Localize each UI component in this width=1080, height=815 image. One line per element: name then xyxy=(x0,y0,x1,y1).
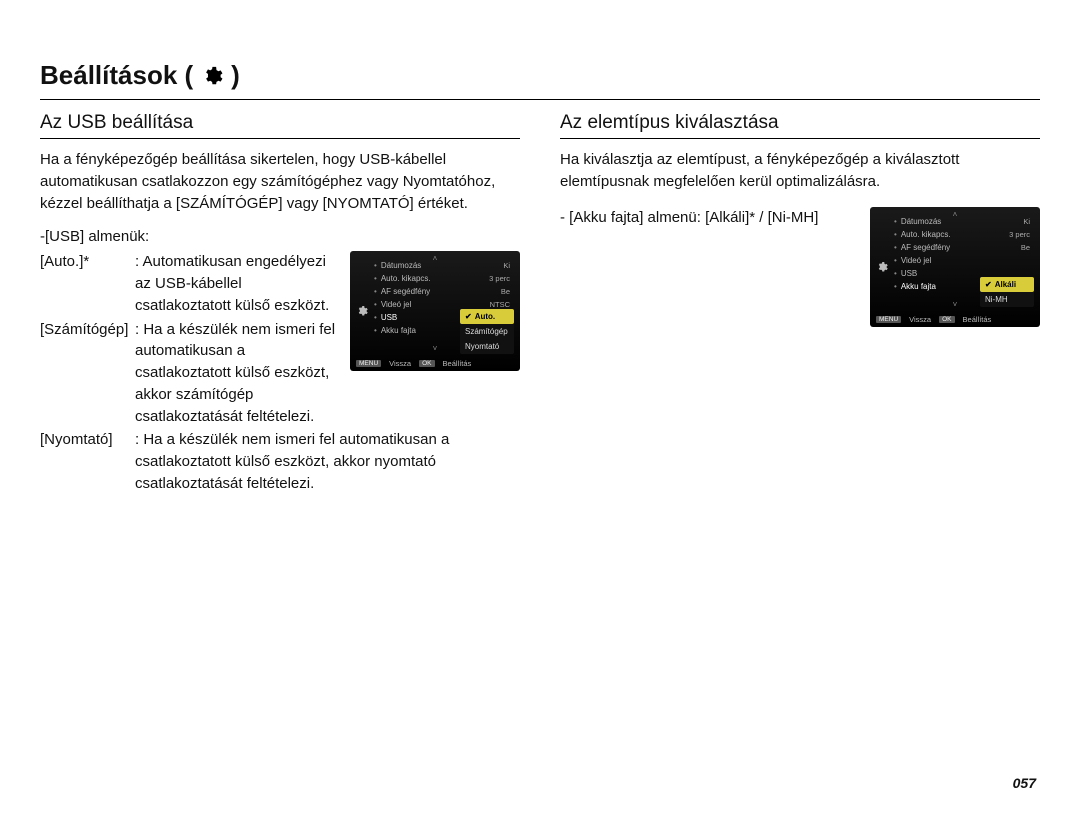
left-column: Az USB beállítása Ha a fényképezőgép beá… xyxy=(40,112,520,497)
lcd-row: •Auto. kikapcs.3 perc xyxy=(374,272,514,285)
lcd-option: Ni-MH xyxy=(980,292,1034,307)
lcd-row: •DátumozásKi xyxy=(374,259,514,272)
title-text-a: Beállítások ( xyxy=(40,60,193,91)
lcd-battery: ˄ •DátumozásKi•Auto. kikapcs.3 perc•AF s… xyxy=(870,207,1040,327)
menu-key-icon: MENU xyxy=(876,316,901,323)
lcd-usb-set: Beállítás xyxy=(443,359,472,368)
def-printer-term: [Nyomtató] xyxy=(40,429,135,494)
title-text-b: ) xyxy=(231,60,240,91)
right-intro: Ha kiválasztja az elemtípust, a fényképe… xyxy=(560,149,1040,193)
lcd-row: •DátumozásKi xyxy=(894,215,1034,228)
lcd-batt-back: Vissza xyxy=(909,315,931,324)
arrow-up-icon: ˄ xyxy=(433,254,438,263)
ok-key-icon: OK xyxy=(419,360,434,367)
right-column: Az elemtípus kiválasztása Ha kiválasztja… xyxy=(560,112,1040,497)
def-computer-term: [Számítógép] xyxy=(40,319,135,428)
lcd-row: •Auto. kikapcs.3 perc xyxy=(894,228,1034,241)
lcd-row: •AF segédfényBe xyxy=(374,285,514,298)
arrow-down-icon: ˅ xyxy=(433,344,438,353)
title-divider xyxy=(40,99,1040,100)
menu-key-icon: MENU xyxy=(356,360,381,367)
lcd-gear-icon xyxy=(356,305,368,319)
lcd-usb-footer: MENU Vissza OK Beállítás xyxy=(356,359,514,368)
lcd-row: •Videó jel xyxy=(894,254,1034,267)
right-heading-rule xyxy=(560,138,1040,139)
page-title: Beállítások ( ) xyxy=(40,60,1040,91)
lcd-option: ✔Auto. xyxy=(460,309,514,324)
lcd-gear-icon xyxy=(876,261,888,275)
lcd-usb: ˄ •DátumozásKi•Auto. kikapcs.3 perc•AF s… xyxy=(350,251,520,371)
lcd-batt-footer: MENU Vissza OK Beállítás xyxy=(876,315,1034,324)
ok-key-icon: OK xyxy=(939,316,954,323)
def-printer: [Nyomtató] : Ha a készülék nem ismeri fe… xyxy=(40,429,520,494)
left-heading: Az USB beállítása xyxy=(40,112,520,134)
left-submenu-label: -[USB] almenük: xyxy=(40,228,520,245)
right-heading: Az elemtípus kiválasztása xyxy=(560,112,1040,134)
def-computer: [Számítógép] : Ha a készülék nem ismeri … xyxy=(40,319,340,428)
def-auto: [Auto.]* : Automatikusan engedélyezi az … xyxy=(40,251,340,316)
lcd-usb-popup: ✔Auto.SzámítógépNyomtató xyxy=(460,309,514,354)
page-number: 057 xyxy=(1013,775,1036,791)
def-computer-desc: : Ha a készülék nem ismeri fel automatik… xyxy=(135,319,340,428)
gear-icon xyxy=(201,65,223,87)
lcd-usb-back: Vissza xyxy=(389,359,411,368)
def-printer-desc: : Ha a készülék nem ismeri fel automatik… xyxy=(135,429,520,494)
lcd-batt-popup: ✔AlkáliNi-MH xyxy=(980,277,1034,307)
arrow-up-icon: ˄ xyxy=(953,210,958,219)
lcd-option: ✔Alkáli xyxy=(980,277,1034,292)
lcd-option: Nyomtató xyxy=(460,339,514,354)
right-submenu-label: - [Akku fajta] almenü: [Alkáli]* / [Ni-M… xyxy=(560,207,860,229)
def-auto-desc: : Automatikusan engedélyezi az USB-kábel… xyxy=(135,251,340,316)
left-intro: Ha a fényképezőgép beállítása sikertelen… xyxy=(40,149,520,214)
left-heading-rule xyxy=(40,138,520,139)
lcd-option: Számítógép xyxy=(460,324,514,339)
def-auto-term: [Auto.]* xyxy=(40,251,135,316)
arrow-down-icon: ˅ xyxy=(953,300,958,309)
lcd-row: •AF segédfényBe xyxy=(894,241,1034,254)
lcd-batt-set: Beállítás xyxy=(963,315,992,324)
